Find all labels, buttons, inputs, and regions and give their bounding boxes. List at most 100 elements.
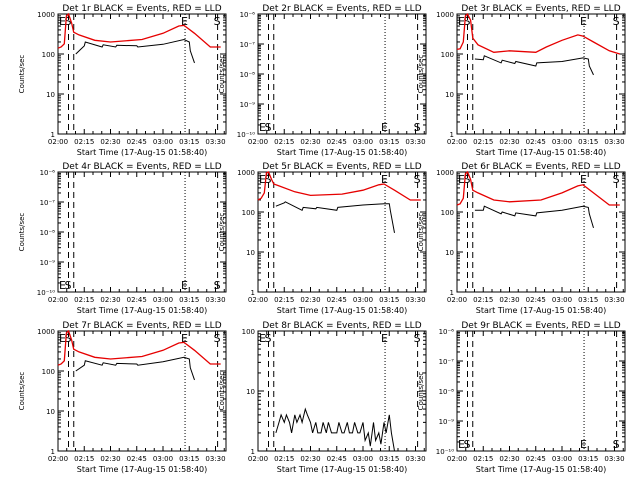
y-tick-label: 10⁻¹⁰: [436, 448, 454, 456]
x-tick-label: 03:30: [405, 296, 425, 304]
panel-title: Det 2r BLACK = Events, RED = LLD: [262, 4, 421, 14]
y-tick-label: 1000: [436, 169, 454, 177]
x-tick-label: 02:00: [248, 138, 268, 146]
y-tick-label: 10⁻⁸: [40, 229, 56, 237]
x-tick-label: 02:00: [447, 138, 467, 146]
y-axis-label: Counts/sec: [417, 372, 425, 411]
events-series-line: [474, 205, 594, 229]
plot-frame: [456, 13, 626, 135]
marker-label: S: [265, 173, 272, 186]
x-tick-label: 02:45: [127, 455, 147, 463]
x-axis-label: Start Time (17-Aug-15 01:58:40): [476, 148, 607, 157]
y-axis-label: Counts/sec: [417, 55, 425, 94]
x-tick-label: 03:00: [153, 296, 173, 304]
events-series-line: [275, 407, 395, 452]
y-tick-label: 1000: [37, 328, 55, 336]
y-tick-label: 10⁻¹⁰: [37, 289, 55, 297]
y-tick-label: 1: [51, 131, 55, 139]
x-tick-label: 02:00: [48, 455, 68, 463]
y-tick-label: 100: [42, 51, 55, 59]
x-tick-label: 02:15: [274, 455, 294, 463]
x-tick-label: 03:15: [578, 138, 598, 146]
lld-series-line: [456, 12, 620, 55]
y-tick-label: 1000: [237, 169, 255, 177]
x-axis-label: Start Time (17-Aug-15 01:58:40): [277, 306, 408, 315]
y-tick-label: 1000: [37, 11, 55, 19]
detector-panel: Det 4r BLACK = Events, RED = LLD Counts/s…: [18, 162, 227, 315]
lld-series-line: [57, 329, 221, 366]
marker-label: S: [464, 15, 471, 28]
x-tick-label: 02:45: [327, 455, 347, 463]
y-tick-label: 10: [46, 91, 55, 99]
lld-series-line: [57, 12, 221, 49]
panel-title: Det 3r BLACK = Events, RED = LLD: [461, 4, 620, 14]
panel-title: Det 1r BLACK = Events, RED = LLD: [62, 4, 221, 14]
detector-panel: Det 5r BLACK = Events, RED = LLD Counts/s…: [218, 162, 427, 315]
x-tick-label: 03:30: [405, 138, 425, 146]
x-tick-label: 02:15: [473, 455, 493, 463]
y-tick-label: 10⁻⁷: [439, 358, 455, 366]
y-tick-label: 1: [251, 289, 255, 297]
y-tick-label: 10⁻⁷: [40, 199, 56, 207]
x-tick-label: 03:15: [179, 455, 199, 463]
x-tick-label: 02:15: [74, 138, 94, 146]
x-axis-label: Start Time (17-Aug-15 01:58:40): [476, 306, 607, 315]
plot-frame: [257, 13, 427, 135]
x-axis-label: Start Time (17-Aug-15 01:58:40): [77, 306, 208, 315]
marker-label: S: [214, 15, 221, 28]
plot-frame: [57, 330, 227, 452]
lld-series-line: [456, 170, 620, 206]
events-series-line: [75, 356, 195, 381]
y-tick-label: 10⁻⁶: [439, 328, 455, 336]
x-tick-label: 03:00: [353, 296, 373, 304]
y-tick-label: 10⁻⁸: [240, 71, 256, 79]
x-tick-label: 02:15: [74, 455, 94, 463]
marker-label: E: [458, 438, 465, 451]
lld-series-line: [257, 171, 421, 201]
panel-title: Det 8r BLACK = Events, RED = LLD: [262, 321, 421, 331]
y-tick-label: 10: [445, 91, 454, 99]
y-tick-label: 1: [251, 448, 255, 456]
marker-label: E: [458, 15, 465, 28]
y-tick-label: 10⁻⁶: [40, 169, 56, 177]
detector-panel: Det 2r BLACK = Events, RED = LLD Counts/s…: [218, 4, 427, 157]
x-tick-label: 03:30: [205, 455, 225, 463]
panel-title: Det 7r BLACK = Events, RED = LLD: [62, 321, 221, 331]
marker-label: S: [414, 332, 421, 345]
detector-panel: Det 6r BLACK = Events, RED = LLD Counts/s…: [417, 162, 626, 315]
marker-label: E: [259, 173, 266, 186]
x-axis-label: Start Time (17-Aug-15 01:58:40): [277, 148, 408, 157]
panel-title: Det 4r BLACK = Events, RED = LLD: [62, 162, 221, 172]
marker-label: S: [613, 15, 620, 28]
marker-label: E: [381, 173, 388, 186]
x-tick-label: 03:15: [379, 455, 399, 463]
marker-label: E: [381, 121, 388, 134]
x-tick-label: 02:45: [127, 296, 147, 304]
x-tick-label: 02:30: [100, 138, 120, 146]
x-tick-label: 02:30: [300, 296, 320, 304]
x-tick-label: 03:15: [379, 138, 399, 146]
y-tick-label: 10⁻⁹: [40, 259, 56, 267]
y-axis-label: Counts/sec: [218, 372, 226, 411]
x-axis-label: Start Time (17-Aug-15 01:58:40): [77, 465, 208, 474]
marker-label: S: [65, 279, 72, 292]
plot-frame: [456, 330, 626, 452]
x-tick-label: 03:15: [179, 138, 199, 146]
marker-label: E: [458, 173, 465, 186]
y-tick-label: 10⁻⁶: [240, 11, 256, 19]
y-axis-label: Counts/sec: [218, 213, 226, 252]
marker-label: E: [259, 121, 266, 134]
x-tick-label: 02:45: [526, 296, 546, 304]
y-tick-label: 100: [42, 368, 55, 376]
x-tick-label: 03:00: [353, 138, 373, 146]
x-axis-label: Start Time (17-Aug-15 01:58:40): [277, 465, 408, 474]
y-tick-label: 100: [242, 328, 255, 336]
x-tick-label: 02:30: [300, 455, 320, 463]
marker-label: S: [265, 121, 272, 134]
x-tick-label: 03:30: [604, 138, 624, 146]
x-tick-label: 02:45: [526, 455, 546, 463]
y-tick-label: 100: [441, 51, 454, 59]
x-tick-label: 02:15: [274, 138, 294, 146]
y-tick-label: 1: [450, 289, 454, 297]
